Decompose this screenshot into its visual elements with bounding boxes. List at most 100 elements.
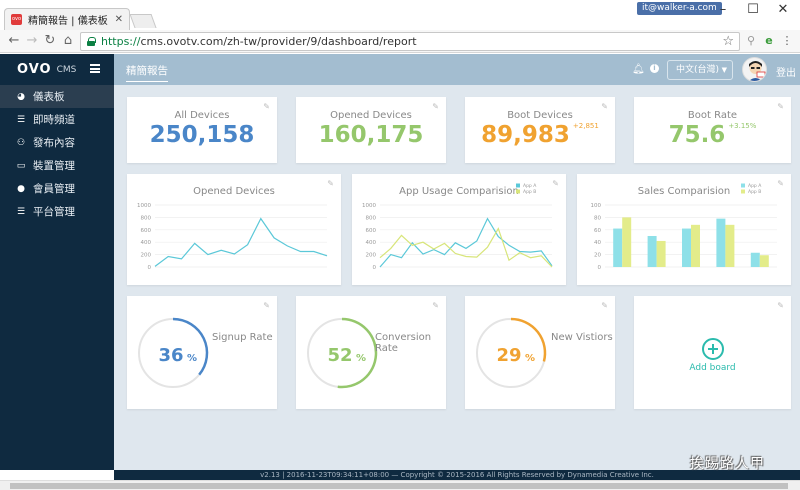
maximize-button[interactable]: ☐: [747, 2, 759, 17]
browser-toolbar: ← → ↻ ⌂ https:// cms.ovotv.com/zh-tw/pro…: [0, 30, 800, 53]
dashboard-main: ✎ All Devices 250,158 ✎ Opened Devices 1…: [114, 85, 800, 470]
y-tick-label: 0: [373, 265, 377, 271]
home-icon[interactable]: ⌂: [63, 33, 73, 48]
stat-value: 160,175: [296, 122, 446, 148]
gauge-card-conversion-rate: ✎ 52% Conversion Rate: [296, 296, 446, 409]
browser-tab[interactable]: ovo 精簡報告 | 儀表板 | OVO ✕: [4, 8, 130, 30]
logo[interactable]: OVO CMS: [0, 54, 114, 85]
chart-title: Opened Devices: [193, 186, 275, 197]
back-icon[interactable]: ←: [8, 33, 20, 48]
bar: [682, 228, 691, 267]
edit-icon[interactable]: ✎: [432, 102, 439, 111]
gauge-value: 36: [158, 345, 183, 366]
address-bar[interactable]: https:// cms.ovotv.com/zh-tw/provider/9/…: [80, 32, 740, 51]
edit-icon[interactable]: ✎: [777, 102, 784, 111]
stat-title: All Devices: [174, 110, 230, 121]
close-tab-icon[interactable]: ✕: [114, 14, 123, 25]
list-icon: ☰: [16, 206, 26, 217]
edit-icon[interactable]: ✎: [327, 179, 334, 188]
sidebar-item-devices[interactable]: ▭ 裝置管理: [0, 154, 114, 177]
legend-swatch: [516, 183, 520, 188]
stat-number: 160,175: [318, 122, 424, 148]
menu-icon[interactable]: ⋮: [781, 34, 793, 47]
sidebar-item-dashboard[interactable]: ◕ 儀表板: [0, 85, 114, 108]
chart-title: App Usage Comparision: [399, 186, 519, 197]
logout-link[interactable]: 登出: [776, 68, 796, 79]
user-icon: ●: [17, 183, 25, 194]
sidebar: OVO CMS ◕ 儀表板 ☰ 即時頻道 ⚇ 發布內容 ▭ 裝置管理 ● 會員管…: [0, 54, 114, 470]
dashboard-icon: ◕: [17, 91, 25, 102]
new-tab-button[interactable]: [129, 14, 157, 28]
forward-icon[interactable]: →: [26, 33, 38, 48]
y-tick-label: 800: [141, 215, 152, 221]
gauge-arc: [172, 317, 209, 376]
lock-icon: [87, 37, 96, 46]
language-select[interactable]: 中文(台灣) ▼: [667, 60, 733, 80]
y-tick-label: 80: [594, 215, 601, 221]
page-title[interactable]: 精簡報告: [126, 63, 168, 82]
hamburger-icon[interactable]: [90, 64, 100, 73]
info-icon[interactable]: i: [650, 64, 659, 73]
gauge-unit: %: [525, 353, 535, 364]
browser-tab-bar: ovo 精簡報告 | 儀表板 | OVO ✕ it@walker-a.com –…: [0, 0, 800, 30]
series-line-0: [154, 217, 328, 267]
line-chart: 0 200 400 600 800 1000: [137, 203, 328, 271]
evernote-extension-icon[interactable]: e: [765, 34, 773, 47]
y-tick-label: 400: [366, 240, 377, 246]
gauge: 29%: [476, 317, 547, 388]
sidebar-item-members[interactable]: ● 會員管理: [0, 177, 114, 200]
bar: [750, 252, 760, 267]
y-tick-label: 200: [366, 253, 377, 259]
bar: [759, 255, 769, 267]
y-tick-label: 600: [141, 228, 152, 234]
y-tick-label: 200: [141, 253, 152, 259]
gauge-label: New Vistiors: [551, 332, 613, 343]
close-window-button[interactable]: ✕: [777, 2, 789, 17]
gauge-unit: %: [187, 353, 197, 364]
edit-icon[interactable]: ✎: [601, 102, 608, 111]
horizontal-scrollbar[interactable]: [0, 480, 800, 490]
stat-value: 75.6 +3.15%: [634, 122, 791, 148]
bar: [622, 217, 632, 267]
sidebar-item-label: 發布內容: [33, 137, 75, 149]
edit-icon[interactable]: ✎: [777, 301, 784, 310]
add-circle-icon[interactable]: [702, 338, 724, 360]
bell-icon[interactable]: 🔔︎: [632, 64, 645, 75]
search-extension-icon[interactable]: ⚲: [746, 34, 756, 47]
stat-delta: +3.15%: [728, 122, 757, 130]
gauge-label: Conversion Rate: [375, 332, 432, 354]
stat-delta: +2,851: [572, 122, 599, 130]
sidebar-item-platform[interactable]: ☰ 平台管理: [0, 200, 114, 223]
reload-icon[interactable]: ↻: [44, 33, 56, 48]
stat-title: Boot Rate: [687, 110, 738, 121]
stat-value: 89,983 +2,851: [465, 122, 615, 148]
stat-number: 250,158: [149, 122, 255, 148]
edit-icon[interactable]: ✎: [263, 301, 270, 310]
edit-icon[interactable]: ✎: [601, 301, 608, 310]
add-board-card[interactable]: ✎ Add board: [634, 296, 791, 409]
series-line-0: [379, 217, 553, 268]
url-scheme: https://: [101, 35, 141, 48]
bar: [656, 240, 666, 267]
minimize-button[interactable]: –: [719, 2, 727, 17]
stat-card-boot-devices: ✎ Boot Devices 89,983 +2,851: [465, 97, 615, 163]
sidebar-item-live-channels[interactable]: ☰ 即時頻道: [0, 108, 114, 131]
sidebar-item-publish[interactable]: ⚇ 發布內容: [0, 131, 114, 154]
edit-icon[interactable]: ✎: [263, 102, 270, 111]
logo-suffix: CMS: [56, 64, 77, 75]
profile-badge[interactable]: it@walker-a.com: [637, 2, 722, 15]
bookmark-star-icon[interactable]: ☆: [722, 34, 734, 49]
gauge-arc: [337, 317, 378, 389]
avatar[interactable]: [742, 57, 767, 82]
edit-icon[interactable]: ✎: [432, 301, 439, 310]
tab-title: 精簡報告 | 儀表板 | OVO: [28, 16, 111, 27]
sidebar-item-label: 儀表板: [33, 91, 65, 103]
gauge-value: 52: [327, 345, 352, 366]
scrollbar-thumb[interactable]: [10, 483, 788, 489]
edit-icon[interactable]: ✎: [777, 179, 784, 188]
edit-icon[interactable]: ✎: [552, 179, 559, 188]
add-board-label[interactable]: Add board: [689, 363, 736, 373]
stat-title: Opened Devices: [330, 110, 412, 121]
y-tick-label: 400: [141, 240, 152, 246]
gauge: 52%: [307, 317, 378, 389]
